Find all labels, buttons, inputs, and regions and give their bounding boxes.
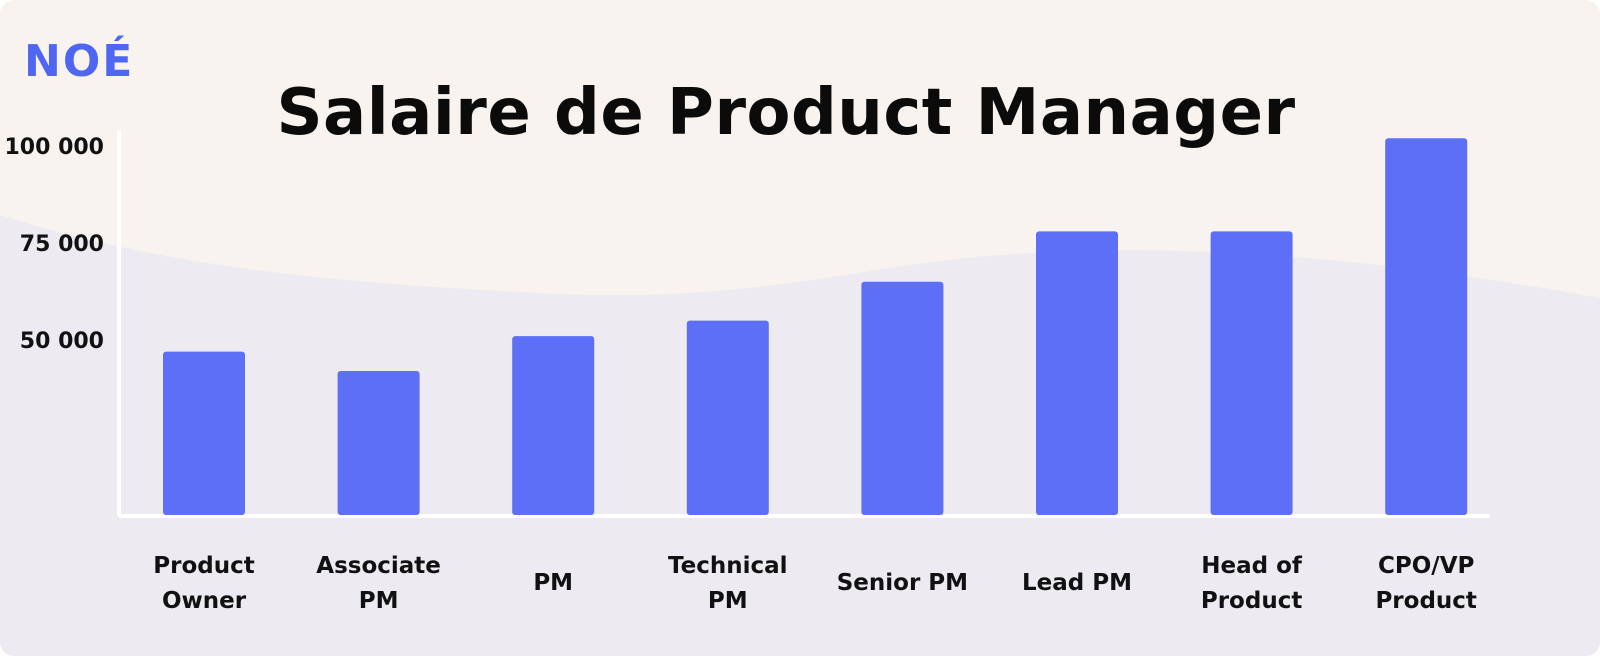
x-category-label-line: Product <box>1201 588 1302 614</box>
x-category-label-line: Product <box>1375 588 1476 614</box>
brand-logo: NOÉ <box>24 36 135 87</box>
bar-group <box>163 138 1468 515</box>
y-tick-label: 100 000 <box>4 135 104 160</box>
bar-7 <box>1385 138 1468 515</box>
bar-1 <box>337 371 420 515</box>
x-category-label: Senior PM <box>837 570 968 596</box>
y-tick-label: 75 000 <box>20 232 104 257</box>
bar-3 <box>686 320 769 515</box>
chart-title: Salaire de Product Manager <box>276 76 1296 150</box>
bar-5 <box>1036 231 1118 515</box>
x-category-label-line: Head of <box>1201 553 1303 579</box>
x-category-label-line: Associate <box>316 553 441 579</box>
bar-0 <box>163 351 245 515</box>
x-category-label: Technical PM <box>668 553 788 614</box>
x-category-label: Product Owner <box>153 553 254 614</box>
x-category-label-line: Lead PM <box>1022 570 1132 596</box>
x-category-label-line: Product <box>153 553 254 579</box>
bar-6 <box>1210 231 1293 515</box>
chart-axes <box>117 130 1490 518</box>
x-category-label-line: Senior PM <box>837 570 968 596</box>
y-tick-label: 50 000 <box>20 329 104 354</box>
x-category-group: Product Owner Associate PM PM Technical PM Seni… <box>153 553 1477 614</box>
x-category-label-line: Owner <box>162 588 247 614</box>
x-category-label-line: PM <box>533 570 573 596</box>
x-category-label-line: PM <box>359 588 399 614</box>
x-category-label: PM <box>533 570 573 596</box>
x-category-label: Associate PM <box>316 553 441 614</box>
bar-4 <box>861 281 944 515</box>
x-category-label-line: CPO/VP <box>1378 553 1474 579</box>
x-category-label-line: PM <box>708 588 748 614</box>
y-tick-group: 50 000 75 000 100 000 <box>4 135 104 354</box>
x-category-label: Head of Product <box>1201 553 1303 614</box>
x-category-label-line: Technical <box>668 553 788 579</box>
x-category-label: Lead PM <box>1022 570 1132 596</box>
bar-2 <box>512 336 595 515</box>
x-category-label: CPO/VP Product <box>1375 553 1476 614</box>
background-wave-shape <box>0 215 1600 656</box>
